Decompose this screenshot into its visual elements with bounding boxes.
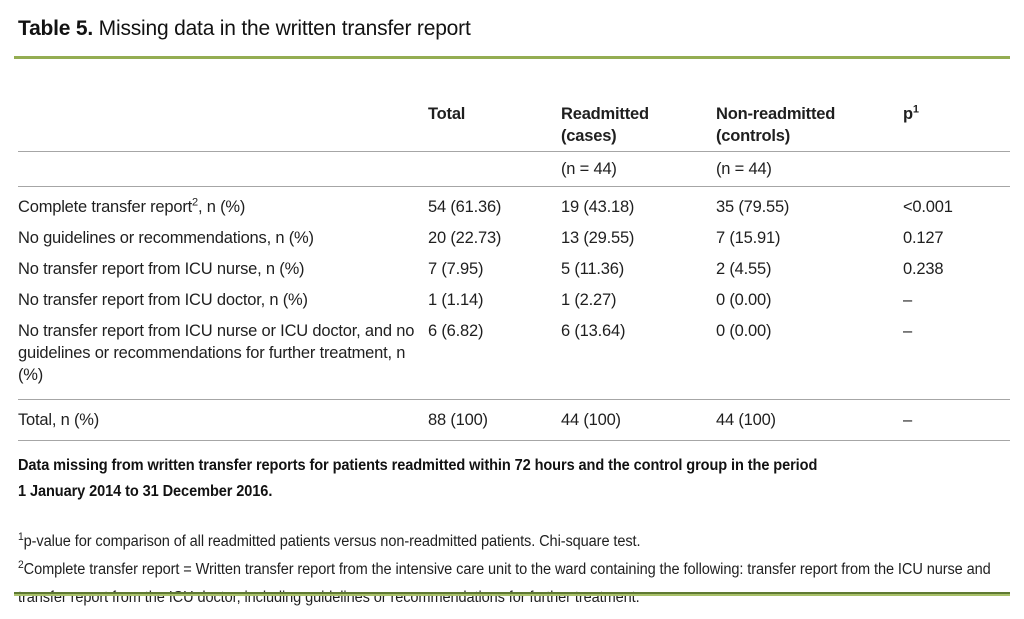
- table-header-row: Total Readmitted (cases) Non-readmitted (c…: [18, 59, 1010, 152]
- page-title: Table 5. Missing data in the written tra…: [18, 15, 1010, 42]
- cell-controls: 44 (100): [716, 399, 903, 441]
- cell-total: 54 (61.36): [428, 198, 502, 216]
- subheader-n-controls: (n = 44): [716, 151, 903, 187]
- cell-cases: 6 (13.64): [561, 314, 716, 400]
- cell-controls: 0 (0.00): [716, 314, 903, 400]
- table-subheader-row: (n = 44) (n = 44): [18, 151, 1010, 187]
- footnote-1: 1p-value for comparison of all readmitte…: [18, 530, 641, 550]
- table-row: Complete transfer report2, n (%) 54 (61.…: [18, 187, 1010, 222]
- notes-section: Data missing from written transfer repor…: [18, 453, 1006, 612]
- cell-p: –: [903, 314, 1010, 400]
- cell-p: –: [903, 399, 1010, 441]
- cell-controls: 7 (15.91): [716, 229, 781, 247]
- caption-line: Data missing from written transfer repor…: [18, 457, 818, 474]
- row-label: No transfer report from ICU nurse, n (%): [18, 260, 305, 278]
- table-row: No transfer report from ICU nurse, n (%)…: [18, 252, 1010, 283]
- footnote-2-superscript: 2: [18, 558, 24, 571]
- cell-p: <0.001: [903, 198, 953, 216]
- cell-cases: 44 (100): [561, 399, 716, 441]
- cell-controls: 0 (0.00): [716, 291, 772, 309]
- cell-p: 0.238: [903, 260, 944, 278]
- column-header-readmitted: Readmitted (cases): [561, 59, 716, 152]
- cell-p: –: [903, 291, 912, 309]
- cell-controls: 2 (4.55): [716, 260, 772, 278]
- column-header-p: p1: [903, 59, 1010, 152]
- data-table: Total Readmitted (cases) Non-readmitted (c…: [18, 59, 1010, 441]
- cell-cases: 5 (11.36): [561, 260, 625, 278]
- table-row: No transfer report from ICU nurse or ICU…: [18, 314, 1010, 400]
- footnote-1-superscript: 1: [18, 530, 24, 543]
- row-label: No transfer report from ICU nurse or ICU…: [18, 314, 428, 400]
- p-superscript: 1: [912, 103, 919, 116]
- row-label: Complete transfer report2, n (%): [18, 196, 246, 216]
- table-title-text: Missing data in the written transfer rep…: [93, 17, 471, 40]
- cell-total: 6 (6.82): [428, 314, 561, 400]
- column-header-label: [18, 59, 428, 152]
- footnotes: 1p-value for comparison of all readmitte…: [18, 528, 1006, 612]
- caption-line: 1 January 2014 to 31 December 2016.: [18, 483, 273, 500]
- footnote-2: 2Complete transfer report = Written tran…: [18, 558, 991, 606]
- table-caption: Data missing from written transfer repor…: [18, 453, 1006, 505]
- column-header-total: Total: [428, 59, 561, 152]
- cell-cases: 13 (29.55): [561, 229, 635, 247]
- label-superscript: 2: [192, 196, 198, 209]
- subheader-n-cases: (n = 44): [561, 151, 716, 187]
- row-label: No transfer report from ICU doctor, n (%…: [18, 291, 308, 309]
- column-header-non-readmitted: Non-readmitted (controls): [716, 59, 903, 152]
- table-row: No guidelines or recommendations, n (%) …: [18, 221, 1010, 252]
- cell-total: 88 (100): [428, 399, 561, 441]
- bottom-green-rule: [14, 592, 1010, 596]
- cell-p: 0.127: [903, 229, 944, 247]
- cell-total: 20 (22.73): [428, 229, 502, 247]
- row-label: Total, n (%): [18, 399, 428, 441]
- table-row: No transfer report from ICU doctor, n (%…: [18, 283, 1010, 314]
- cell-controls: 35 (79.55): [716, 198, 790, 216]
- top-green-rule: [14, 56, 1010, 59]
- cell-cases: 19 (43.18): [561, 198, 635, 216]
- table-number-label: Table 5.: [18, 17, 94, 40]
- row-label: No guidelines or recommendations, n (%): [18, 229, 314, 247]
- cell-cases: 1 (2.27): [561, 291, 617, 309]
- cell-total: 1 (1.14): [428, 291, 484, 309]
- table-total-row: Total, n (%) 88 (100) 44 (100) 44 (100) …: [18, 399, 1010, 441]
- cell-total: 7 (7.95): [428, 260, 484, 278]
